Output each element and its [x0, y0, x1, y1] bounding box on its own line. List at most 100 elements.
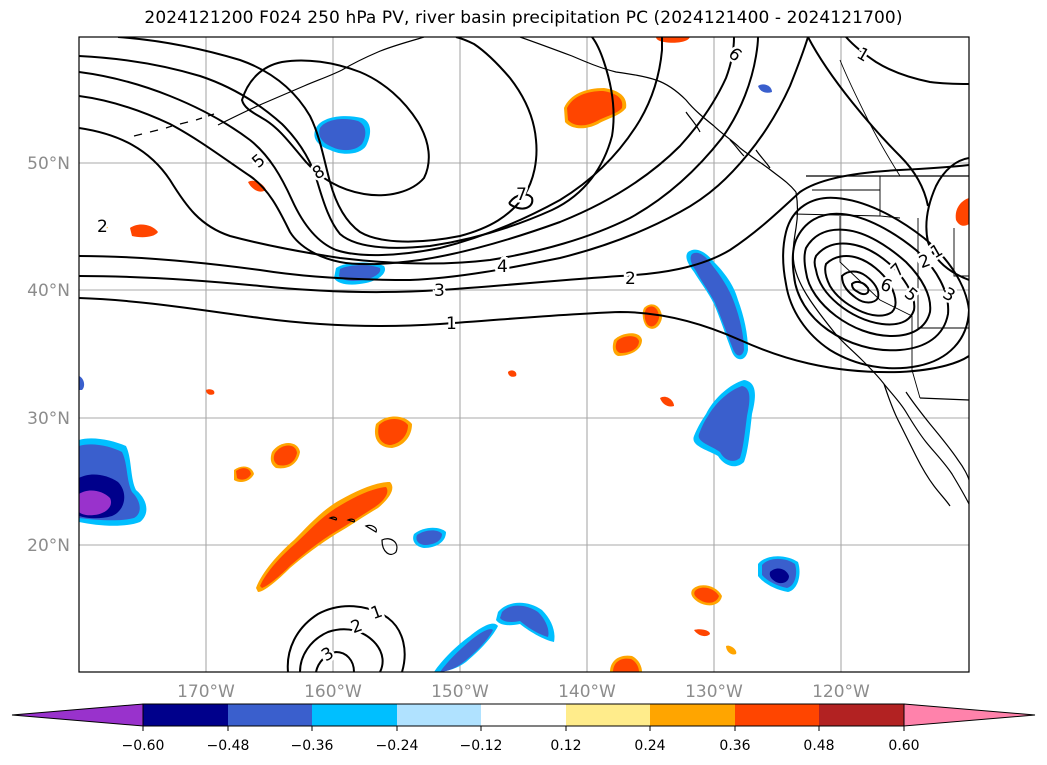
pv-contour-7-main: [79, 37, 615, 249]
pv-subtropical-1: [286, 605, 406, 672]
colorbar-tick-label: −0.60: [122, 738, 165, 754]
colorbar-swatch: [481, 704, 566, 726]
colorbar-frame: [142, 703, 905, 727]
positive-region-dot-3: [206, 389, 215, 395]
positive-precip-regions: [98, 37, 969, 672]
state-border-ut: [917, 218, 969, 329]
negative-precip-regions: [79, 84, 800, 672]
pv-subtropical-2: [299, 628, 384, 672]
gulf-of-alaska-coast: [519, 37, 797, 193]
pv-contour-rockies-3: [845, 37, 969, 85]
pv-cutoff-6: [840, 270, 880, 304]
pv-contour-1-main: [79, 297, 969, 374]
lat-label-30n: 30°N: [27, 409, 70, 429]
baja-peninsula: [883, 383, 951, 507]
positive-region-southeast-2: [694, 629, 710, 637]
positive-region-west-coast-2: [248, 180, 266, 192]
negative-region-southwest-purple: [79, 490, 112, 516]
colorbar-tick-label: 0.60: [888, 738, 919, 754]
lat-label-40n: 40°N: [27, 281, 70, 301]
pv-contour-rockies-1: [925, 157, 969, 281]
lon-label-150w: 150°W: [431, 682, 489, 702]
map-frame: [78, 36, 970, 673]
colorbar: −0.60 −0.48 −0.36 −0.24 −0.12 0.12 0.24 …: [11, 703, 1036, 754]
negative-region-south-diagonal-core: [440, 629, 493, 672]
positive-region-west-label: [98, 225, 109, 233]
pv-contour-rockies-2: [807, 37, 929, 207]
pv-contour-5-main: [79, 37, 735, 266]
aleutian-islands: [133, 113, 215, 137]
pv-cutoff-5: [824, 255, 897, 317]
negative-region-west-edge: [79, 376, 85, 390]
pv-contour-4-main: [79, 37, 759, 265]
positive-region-west-coast-1: [130, 224, 158, 238]
colorbar-tick-label: 0.48: [803, 738, 834, 754]
positive-region-southeast-1-core: [694, 587, 719, 603]
lat-label-20n: 20°N: [27, 536, 70, 556]
contour-label: 4: [497, 257, 508, 277]
pv-contour-6-main: [79, 37, 663, 257]
colorbar-tick-label: 0.24: [634, 738, 665, 754]
contour-label: 3: [434, 281, 445, 301]
pv-subtropical-3: [315, 650, 355, 672]
pv-cutoff-1: [782, 196, 969, 370]
lat-label-50n: 50°N: [27, 154, 70, 174]
gulf-of-california: [905, 391, 969, 481]
pv-contour-gulf-loop: [240, 59, 430, 197]
colorbar-tick-label: −0.24: [376, 738, 419, 754]
colorbar-extend-right: [903, 703, 1036, 727]
positive-region-southeast-3: [726, 645, 737, 655]
negative-region-gulf-alaska-core: [319, 119, 366, 151]
colorbar-swatch: [228, 704, 312, 726]
colorbar-extend-left: [11, 703, 144, 727]
latitude-labels: 50°N 40°N 30°N 20°N: [27, 154, 70, 556]
pv-cutoff-inner: [850, 280, 870, 296]
lon-label-120w: 120°W: [812, 682, 870, 702]
lon-label-140w: 140°W: [558, 682, 616, 702]
positive-region-dot-1: [660, 396, 674, 407]
colorbar-tick-label: −0.48: [207, 738, 250, 754]
state-border-or-ca: [793, 213, 881, 217]
graticule: [79, 37, 969, 672]
lon-label-160w: 160°W: [304, 682, 362, 702]
positive-region-dot-2: [508, 370, 517, 377]
colorbar-ticks: [142, 726, 905, 731]
positive-region-midlat-1-core: [644, 306, 659, 327]
negative-region-midpacific-core: [339, 265, 381, 281]
colorbar-tick-label: 0.12: [550, 738, 581, 754]
contour-label: 1: [446, 314, 457, 334]
hawaii-islands: [328, 516, 398, 555]
colorbar-swatch: [735, 704, 819, 726]
positive-region-midlat-2-core: [615, 336, 639, 353]
contour-label: 2: [625, 269, 636, 289]
positive-region-subtropical-2-core: [273, 445, 297, 466]
negative-region-south-central-core: [500, 605, 549, 637]
positive-region-south-edge-core: [613, 658, 639, 672]
colorbar-swatch: [312, 704, 397, 726]
negative-region-southeast-deep: [769, 568, 789, 584]
colorbar-tick-labels: −0.60 −0.48 −0.36 −0.24 −0.12 0.12 0.24 …: [122, 738, 920, 754]
negative-region-subtropical-east-core: [698, 386, 750, 461]
pv-cutoff-3: [803, 228, 932, 338]
lon-label-170w: 170°W: [177, 682, 235, 702]
colorbar-swatch: [566, 704, 650, 726]
map-background: [79, 37, 969, 672]
colorbar-swatch: [397, 704, 481, 726]
colorbar-tick-label: −0.12: [460, 738, 503, 754]
state-border-nv: [839, 216, 913, 317]
negative-region-offshore-band-core: [690, 252, 744, 356]
colorbar-swatch: [143, 704, 228, 726]
figure-title: 2024121200 F024 250 hPa PV, river basin …: [144, 8, 903, 28]
state-border-co: [953, 228, 969, 277]
positive-region-ne-edge: [955, 198, 969, 226]
pv-contour-closed-7: [508, 193, 534, 210]
state-border-az: [911, 316, 921, 399]
pv-cutoff-4: [813, 242, 916, 326]
pv-contour-3-main: [79, 37, 809, 282]
pv-contour-2-main: [79, 164, 969, 294]
negative-region-near-hawaii-core: [416, 530, 442, 545]
longitude-labels: 170°W 160°W 150°W 140°W 130°W 120°W: [177, 682, 870, 702]
lon-label-130w: 130°W: [685, 682, 743, 702]
